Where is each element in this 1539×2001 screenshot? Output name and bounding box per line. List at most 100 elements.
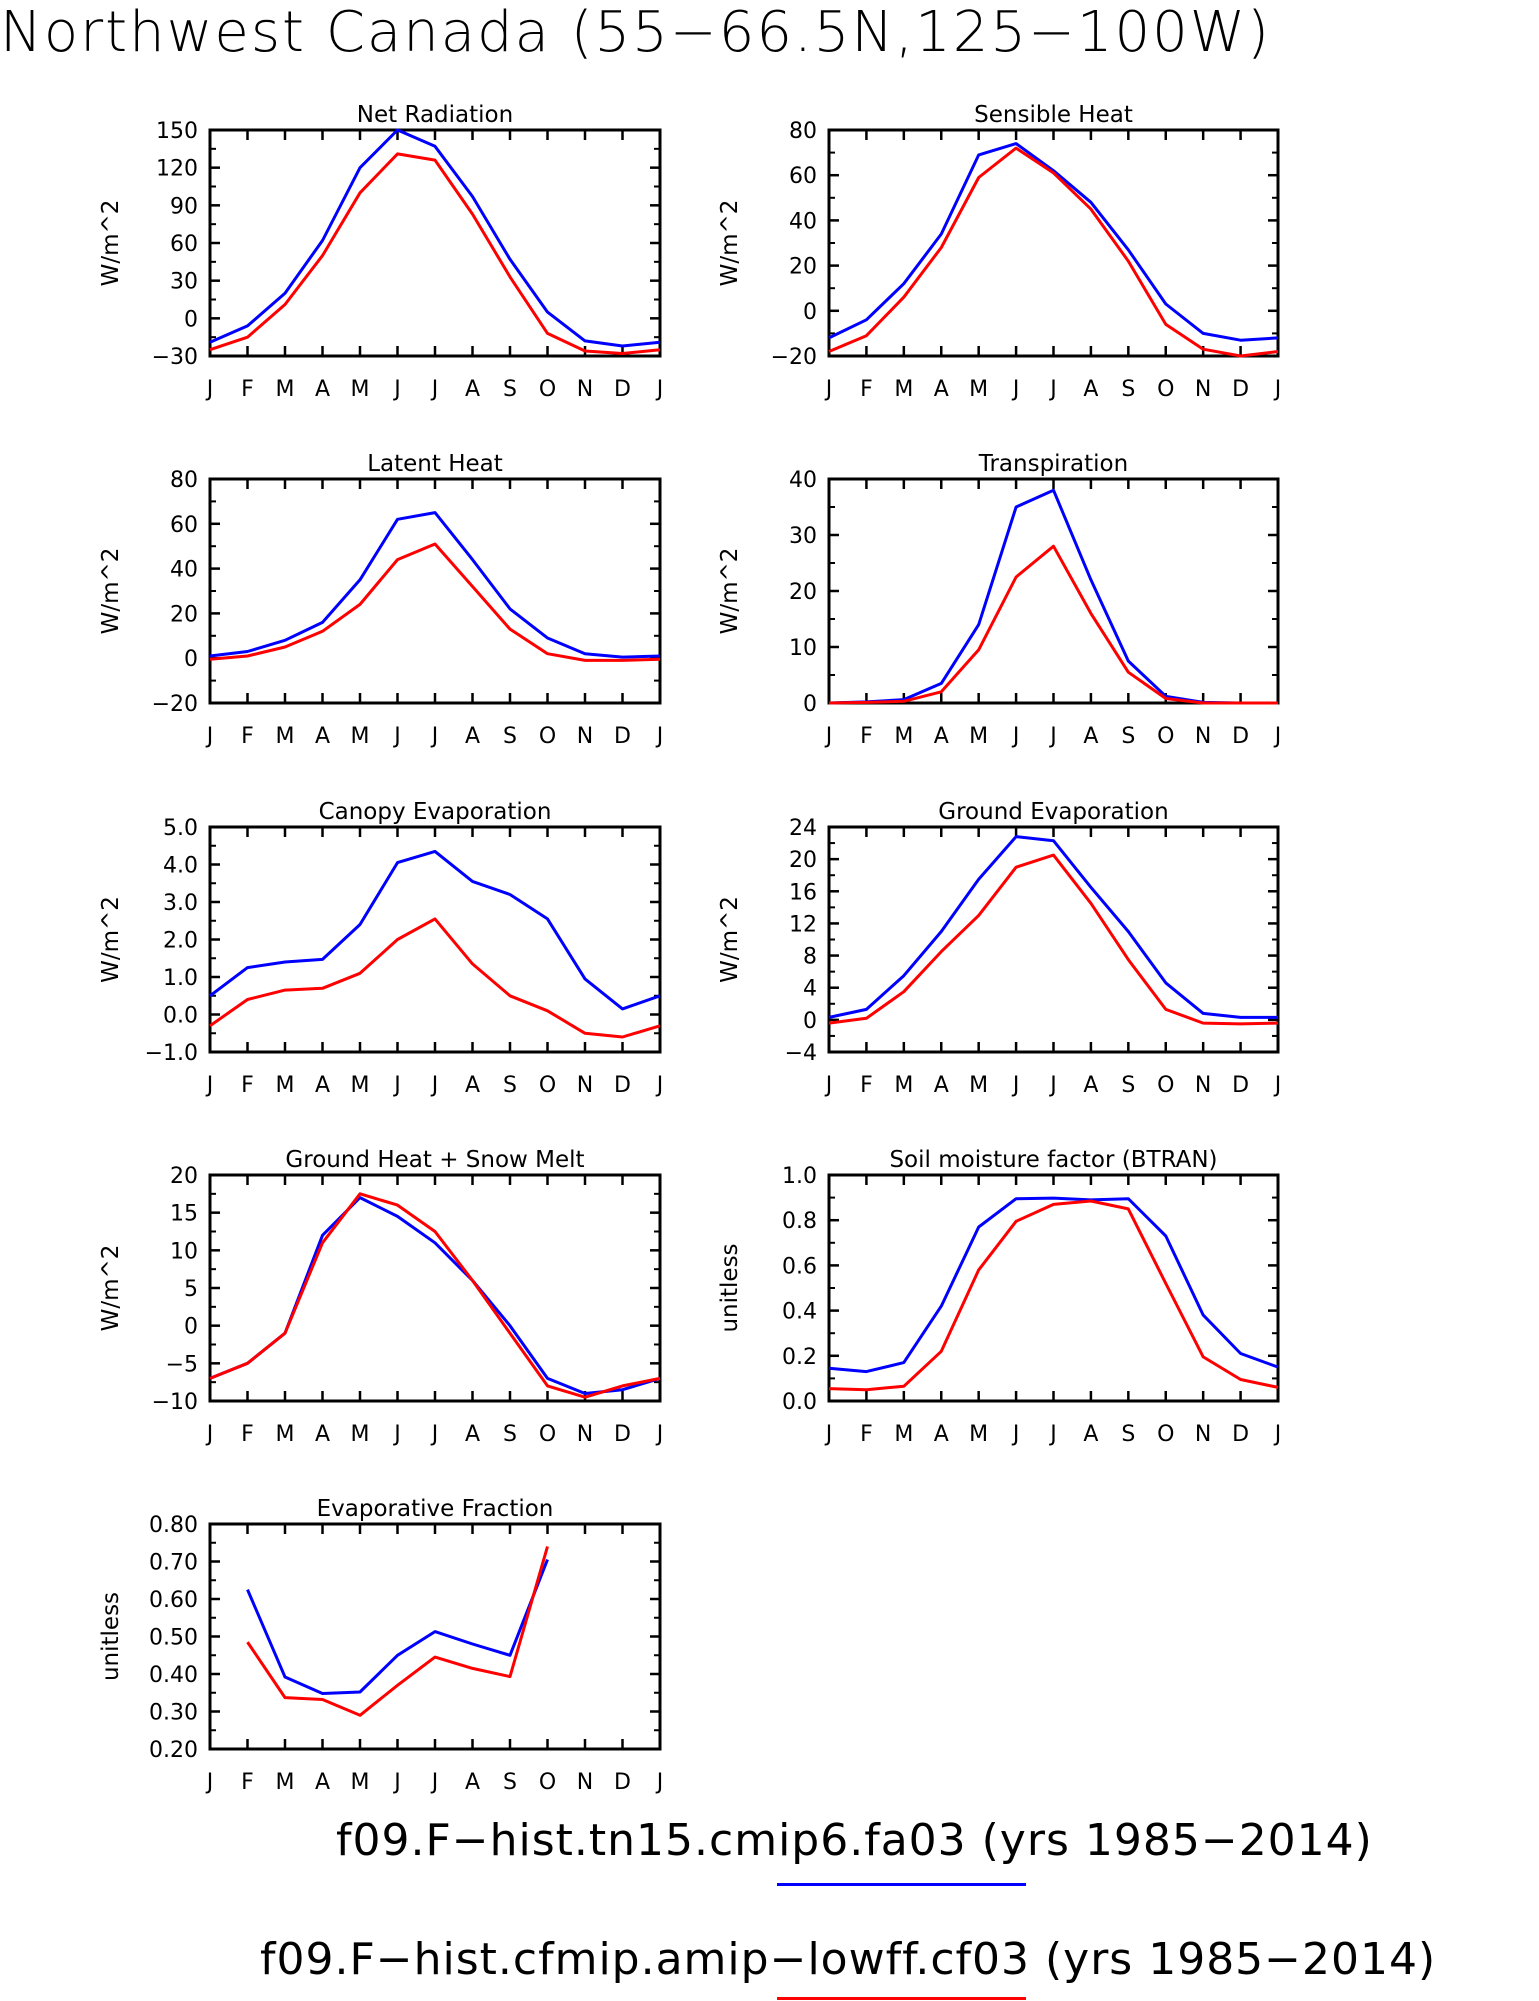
plot-frame — [208, 1522, 662, 1751]
y-tick-label: 0.0 — [163, 1004, 198, 1029]
y-tick-label: 0.70 — [149, 1551, 198, 1576]
x-tick-label: J — [205, 1770, 214, 1795]
y-tick-label: 0 — [803, 692, 817, 717]
chart-title: Canopy Evaporation — [319, 799, 552, 825]
x-tick-label: M — [276, 1770, 295, 1795]
y-tick-label: 0 — [803, 1009, 817, 1034]
y-tick-label: 0.4 — [782, 1300, 817, 1325]
y-tick-label: 4 — [803, 977, 817, 1002]
x-tick-label: J — [1048, 1422, 1057, 1447]
chart-title: Latent Heat — [367, 451, 503, 477]
x-tick-label: F — [860, 1422, 873, 1447]
y-tick-label: 0.8 — [782, 1209, 817, 1234]
x-tick-label: O — [1157, 1073, 1174, 1098]
x-tick-label: N — [577, 377, 593, 402]
x-tick-label: A — [1083, 724, 1098, 749]
x-tick-label: O — [539, 377, 556, 402]
plot-frame — [208, 1173, 662, 1403]
x-tick-label: A — [934, 377, 949, 402]
y-tick-label: −4 — [785, 1041, 817, 1066]
x-tick-label: A — [315, 1770, 330, 1795]
y-axis-label: W/m^2 — [717, 548, 743, 635]
y-tick-label: 4.0 — [163, 854, 198, 879]
x-tick-label: J — [1273, 724, 1282, 749]
y-tick-label: 1.0 — [163, 966, 198, 991]
y-tick-label: 0 — [184, 1315, 198, 1340]
y-tick-label: 1.0 — [782, 1164, 817, 1189]
plot-frame — [827, 477, 1280, 705]
x-tick-label: M — [351, 1422, 370, 1447]
chart-panel-5: J F M A M J J A S O N D J−1.00.01.02.03.04.05.0Canop… — [98, 799, 663, 1098]
chart-title: Ground Evaporation — [938, 799, 1168, 825]
series-line-1 — [209, 1196, 661, 1395]
x-tick-label: M — [969, 1422, 988, 1447]
x-tick-label: J — [430, 724, 439, 749]
y-tick-label: 60 — [170, 513, 198, 538]
x-tick-label: N — [577, 724, 593, 749]
y-tick-label: 0.40 — [149, 1663, 198, 1688]
chart-panel-9: J F M A M J J A S O N D J0.200.300.400.500.600.700.8… — [98, 1496, 663, 1795]
series-line-2 — [828, 853, 1279, 1026]
y-tick-label: −5 — [166, 1352, 198, 1377]
y-tick-label: 5 — [184, 1277, 198, 1302]
y-tick-label: 0.2 — [782, 1345, 817, 1370]
y-tick-label: 40 — [789, 468, 817, 493]
x-tick-label: J — [205, 377, 214, 402]
y-tick-label: 8 — [803, 945, 817, 970]
y-tick-label: 24 — [789, 816, 817, 841]
chart-title: Transpiration — [978, 451, 1128, 477]
x-tick-label: J — [1011, 724, 1020, 749]
y-tick-label: 0 — [184, 307, 198, 332]
y-axis-label: W/m^2 — [98, 896, 124, 983]
x-tick-label: J — [824, 1422, 833, 1447]
x-tick-label: A — [465, 1422, 480, 1447]
x-tick-label: A — [1083, 377, 1098, 402]
main-title: Northwest Canada (55−66.5N,125−100W) — [0, 0, 1272, 65]
y-tick-label: 0 — [184, 647, 198, 672]
y-tick-label: 20 — [789, 580, 817, 605]
x-tick-label: J — [392, 1422, 401, 1447]
series-line-1 — [828, 835, 1278, 1019]
x-tick-label: J — [205, 1422, 214, 1447]
y-tick-label: 20 — [170, 602, 198, 627]
x-tick-label: O — [539, 724, 556, 749]
x-tick-label: A — [934, 724, 949, 749]
plot-frame — [827, 825, 1280, 1054]
y-tick-label: −20 — [771, 345, 817, 370]
x-tick-label: J — [655, 377, 664, 402]
y-axis-label: W/m^2 — [98, 200, 124, 287]
y-tick-label: 150 — [156, 119, 198, 144]
y-tick-label: 16 — [789, 880, 817, 905]
y-tick-label: 30 — [789, 524, 817, 549]
legend-entry-2-swatch — [777, 1997, 1026, 2000]
x-tick-label: M — [351, 1770, 370, 1795]
y-tick-label: −10 — [152, 1390, 198, 1415]
plot-frame — [208, 825, 662, 1054]
x-tick-label: M — [276, 377, 295, 402]
x-tick-label: M — [351, 1073, 370, 1098]
x-tick-label: J — [1048, 1073, 1057, 1098]
x-tick-label: S — [503, 1770, 517, 1795]
x-tick-label: J — [1048, 724, 1057, 749]
y-tick-label: 40 — [789, 209, 817, 234]
x-tick-label: A — [315, 1422, 330, 1447]
series-line-1 — [209, 849, 661, 1011]
x-tick-label: N — [1195, 1073, 1211, 1098]
x-tick-label: O — [1157, 724, 1174, 749]
x-tick-label: J — [430, 1073, 439, 1098]
x-tick-label: J — [655, 724, 664, 749]
x-tick-label: F — [241, 1073, 254, 1098]
series-line-2 — [828, 1199, 1279, 1392]
x-tick-label: A — [465, 724, 480, 749]
x-tick-label: A — [1083, 1073, 1098, 1098]
y-tick-label: 20 — [170, 1164, 198, 1189]
plot-frame — [827, 1173, 1280, 1403]
legend-entry-1-swatch — [777, 1883, 1026, 1886]
series-line-1 — [828, 488, 1278, 705]
y-tick-label: 12 — [789, 912, 817, 937]
x-tick-label: J — [1273, 1073, 1282, 1098]
y-tick-label: 10 — [789, 636, 817, 661]
plot-frame — [827, 128, 1280, 358]
